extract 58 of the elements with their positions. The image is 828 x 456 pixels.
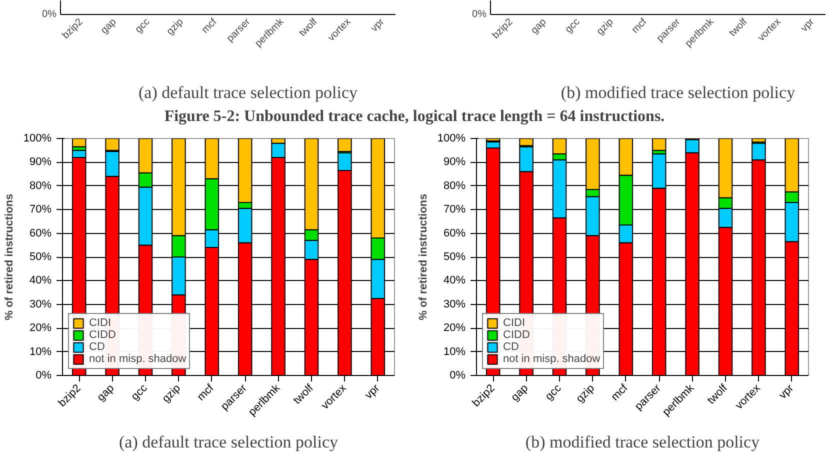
y-tick-label: 50% (29, 251, 52, 263)
x-tick-label: gcc (543, 382, 564, 403)
x-tick-label: gzip (160, 382, 183, 406)
y-tick-label: 60% (29, 227, 52, 240)
y-tick-label: 40% (443, 274, 466, 287)
y-tick-label: 20% (29, 322, 52, 334)
x-tick-label: gzip (574, 382, 597, 406)
category-label: gzip (594, 16, 616, 38)
y-tick-label: 30% (443, 298, 466, 310)
text: (a) default trace selection policy (119, 432, 338, 452)
text: (a) default trace selection policy (138, 83, 358, 102)
y-tick-label: 60% (443, 227, 466, 240)
y-tick-label: 20% (443, 322, 466, 334)
y-tick-label: 80% (443, 180, 466, 192)
y-tick-label: 70% (29, 204, 52, 216)
legend-label: CIDI (503, 317, 525, 329)
legend-label: CD (89, 341, 106, 353)
y-tick-label: 100% (437, 132, 466, 144)
category-label: vpr (799, 16, 817, 34)
category-label: gcc (133, 16, 152, 36)
y-tick-label: 0% (450, 370, 466, 382)
category-label: gap (99, 16, 119, 36)
y-tick-label: 90% (443, 156, 466, 168)
y-axis-title: % of retired instructions (417, 194, 430, 320)
x-tick-label: vpr (362, 382, 382, 402)
category-label: vpr (369, 16, 388, 34)
legend-label: not in misp. shadow (89, 353, 186, 365)
y-tick-label: 70% (443, 204, 466, 216)
legend-label: CIDD (89, 329, 116, 341)
category-label: gzip (164, 16, 186, 38)
legend-label: CIDD (503, 329, 530, 341)
y-tick-label: 90% (29, 156, 52, 168)
y-tick-label: 40% (29, 274, 52, 287)
text: (b) modified trace selection policy (525, 432, 760, 452)
x-tick-label: mcf (609, 382, 631, 404)
category-label: gap (529, 16, 549, 36)
x-tick-label: gap (509, 382, 531, 404)
text: (b) modified trace selection policy (560, 83, 796, 102)
text: Figure 5-2: Unbounded trace cache, logical trace length = 64 instructions. (164, 108, 665, 125)
y-tick-label: 30% (29, 298, 52, 310)
y-tick-label: 80% (29, 180, 52, 192)
category-label: mcf (200, 16, 220, 36)
y-tick-label: 100% (23, 132, 52, 144)
legend-label: CIDI (89, 317, 111, 329)
x-tick-label: gap (95, 382, 117, 404)
y-tick-label: 50% (443, 251, 466, 263)
y-tick-label: 10% (443, 346, 466, 358)
legend-label: CD (503, 341, 520, 353)
y-axis-title: % of retired instructions (3, 194, 16, 320)
x-tick-label: mcf (195, 382, 217, 404)
category-label: gcc (563, 16, 582, 36)
legend-label: not in misp. shadow (503, 353, 600, 365)
text: 0% (472, 9, 486, 20)
x-tick-label: vpr (776, 382, 796, 402)
y-tick-label: 10% (29, 346, 52, 358)
x-tick-label: gcc (129, 382, 150, 403)
y-tick-label: 0% (36, 370, 52, 382)
category-label: mcf (630, 16, 650, 36)
